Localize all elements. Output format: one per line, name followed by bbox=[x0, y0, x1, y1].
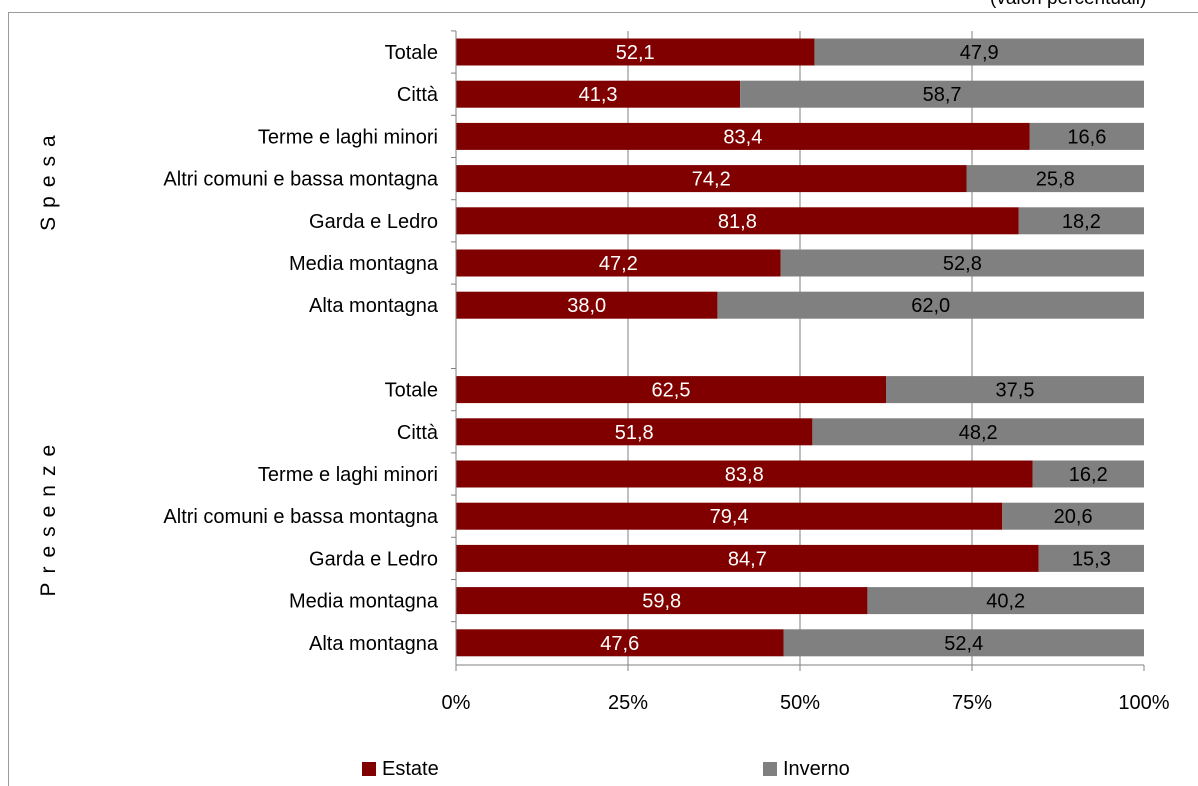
bar-inverno bbox=[1032, 460, 1144, 488]
x-tick-label: 0% bbox=[442, 692, 471, 714]
category-label: Città bbox=[397, 84, 439, 106]
data-label-estate: 74,2 bbox=[692, 169, 731, 191]
data-label-estate: 79,4 bbox=[710, 506, 749, 528]
x-tick-label: 50% bbox=[780, 692, 820, 714]
data-label-inverno: 20,6 bbox=[1054, 506, 1093, 528]
bar-estate bbox=[456, 460, 1033, 488]
data-label-inverno: 15,3 bbox=[1072, 548, 1111, 570]
category-label: Alta montagna bbox=[309, 633, 439, 655]
chart-frame bbox=[8, 12, 1198, 786]
group-label: Spesa bbox=[37, 126, 60, 231]
bar-inverno bbox=[783, 629, 1144, 657]
bar-inverno bbox=[966, 165, 1144, 193]
bar-estate bbox=[456, 629, 784, 657]
data-label-inverno: 48,2 bbox=[959, 422, 998, 444]
data-label-estate: 47,6 bbox=[600, 633, 639, 655]
category-label: Alta montagna bbox=[309, 295, 439, 317]
bar-estate bbox=[456, 587, 868, 615]
category-label: Totale bbox=[385, 42, 438, 64]
bar-estate bbox=[456, 165, 967, 193]
category-label: Città bbox=[397, 422, 439, 444]
data-label-inverno: 58,7 bbox=[923, 84, 962, 106]
bar-inverno bbox=[740, 80, 1144, 108]
category-label: Media montagna bbox=[289, 591, 439, 613]
bar-estate bbox=[456, 376, 886, 404]
data-label-inverno: 18,2 bbox=[1062, 211, 1101, 233]
data-label-estate: 52,1 bbox=[616, 42, 655, 64]
bar-inverno bbox=[780, 249, 1144, 277]
x-tick-label: 25% bbox=[608, 692, 648, 714]
category-label: Terme e laghi minori bbox=[258, 126, 438, 148]
data-label-estate: 62,5 bbox=[652, 380, 691, 402]
bar-inverno bbox=[1002, 502, 1144, 530]
bar-inverno bbox=[1038, 544, 1144, 572]
bar-inverno bbox=[814, 38, 1144, 66]
chart-header-fragment: (valori percentuali) bbox=[990, 0, 1146, 10]
bar-estate bbox=[456, 122, 1030, 150]
bar-estate bbox=[456, 249, 781, 277]
bar-estate bbox=[456, 38, 815, 66]
data-label-inverno: 37,5 bbox=[996, 380, 1035, 402]
bar-inverno bbox=[1018, 207, 1144, 235]
data-label-estate: 51,8 bbox=[615, 422, 654, 444]
data-label-estate: 59,8 bbox=[642, 591, 681, 613]
bar-inverno bbox=[717, 291, 1144, 319]
bar-estate bbox=[456, 544, 1039, 572]
bar-estate bbox=[456, 207, 1019, 235]
bar-inverno bbox=[867, 587, 1144, 615]
data-label-inverno: 62,0 bbox=[911, 295, 950, 317]
data-label-inverno: 25,8 bbox=[1036, 169, 1075, 191]
data-label-estate: 81,8 bbox=[718, 211, 757, 233]
data-label-estate: 47,2 bbox=[599, 253, 638, 275]
category-label: Totale bbox=[385, 380, 438, 402]
category-label: Altri comuni e bassa montagna bbox=[163, 169, 438, 191]
bar-inverno bbox=[812, 418, 1144, 446]
x-tick-label: 100% bbox=[1118, 692, 1169, 714]
data-label-inverno: 16,6 bbox=[1067, 126, 1106, 148]
data-label-estate: 83,8 bbox=[725, 464, 764, 486]
bar-estate bbox=[456, 291, 718, 319]
category-label: Altri comuni e bassa montagna bbox=[163, 506, 438, 528]
data-label-estate: 84,7 bbox=[728, 548, 767, 570]
data-label-inverno: 52,4 bbox=[944, 633, 983, 655]
legend-item-estate: Estate bbox=[362, 756, 439, 782]
category-label: Garda e Ledro bbox=[309, 548, 438, 570]
legend-swatch-estate bbox=[362, 762, 376, 776]
group-label: Presenze bbox=[37, 436, 60, 597]
data-label-estate: 83,4 bbox=[723, 126, 762, 148]
data-label-estate: 38,0 bbox=[567, 295, 606, 317]
legend-label-inverno: Inverno bbox=[783, 757, 850, 780]
bar-estate bbox=[456, 418, 813, 446]
data-label-inverno: 16,2 bbox=[1069, 464, 1108, 486]
data-label-inverno: 52,8 bbox=[943, 253, 982, 275]
data-label-estate: 41,3 bbox=[579, 84, 618, 106]
bar-estate bbox=[456, 502, 1003, 530]
bar-estate bbox=[456, 80, 741, 108]
legend-swatch-inverno bbox=[763, 762, 777, 776]
x-tick-label: 75% bbox=[952, 692, 992, 714]
data-label-inverno: 47,9 bbox=[960, 42, 999, 64]
category-label: Terme e laghi minori bbox=[258, 464, 438, 486]
data-label-inverno: 40,2 bbox=[986, 591, 1025, 613]
bar-inverno bbox=[1029, 122, 1144, 150]
category-label: Media montagna bbox=[289, 253, 439, 275]
legend-item-inverno: Inverno bbox=[763, 756, 850, 782]
category-label: Garda e Ledro bbox=[309, 211, 438, 233]
legend-label-estate: Estate bbox=[382, 757, 439, 780]
bar-inverno bbox=[886, 376, 1144, 404]
